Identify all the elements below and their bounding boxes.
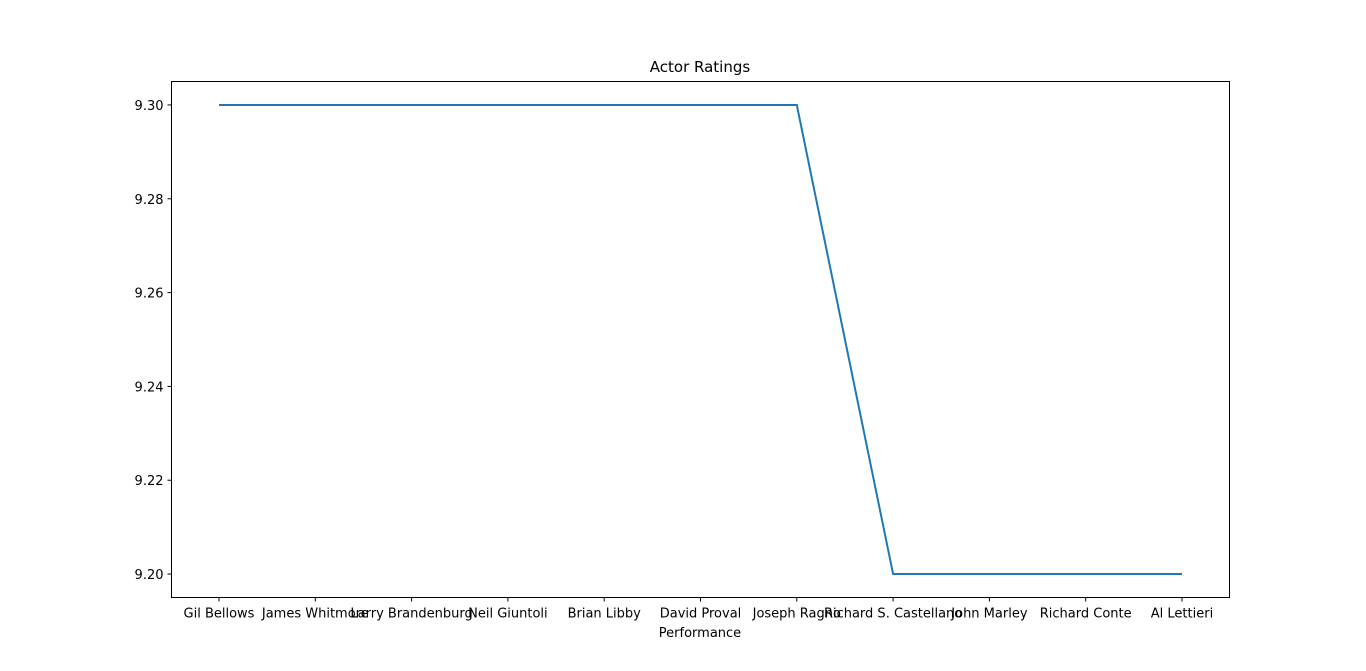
series-group [219,103,1182,576]
x-tick-label: James Whitmore [261,607,369,622]
y-tick-label: 9.30 [135,99,164,114]
x-tick-label: David Proval [660,607,742,622]
x-tick-label: Joseph Ragno [752,607,841,622]
x-tick-label: Gil Bellows [184,607,255,622]
x-tick-label: Richard Conte [1040,607,1132,622]
chart-title: Actor Ratings [650,58,751,76]
x-tick-label: Al Lettieri [1151,607,1213,622]
x-tick-label: John Marley [950,607,1028,622]
y-axis: 9.20 9.22 9.24 9.26 9.28 9.30 [135,99,172,583]
y-tick-label: 9.20 [135,568,164,583]
x-tick-label: Neil Giuntoli [468,607,548,622]
y-tick-label: 9.24 [135,380,164,395]
y-tick-label: 9.26 [135,287,164,302]
x-tick-label: Brian Libby [568,607,642,622]
axes-frame [171,81,1230,598]
x-axis-label: Performance [659,626,741,641]
plot-area [171,81,1230,598]
x-tick-label: Larry Brandenburg [350,607,472,622]
x-tick-label: Richard S. Castellano [824,607,962,622]
series-line [219,103,1182,576]
y-tick-label: 9.22 [135,474,164,489]
y-tick-label: 9.28 [135,193,164,208]
